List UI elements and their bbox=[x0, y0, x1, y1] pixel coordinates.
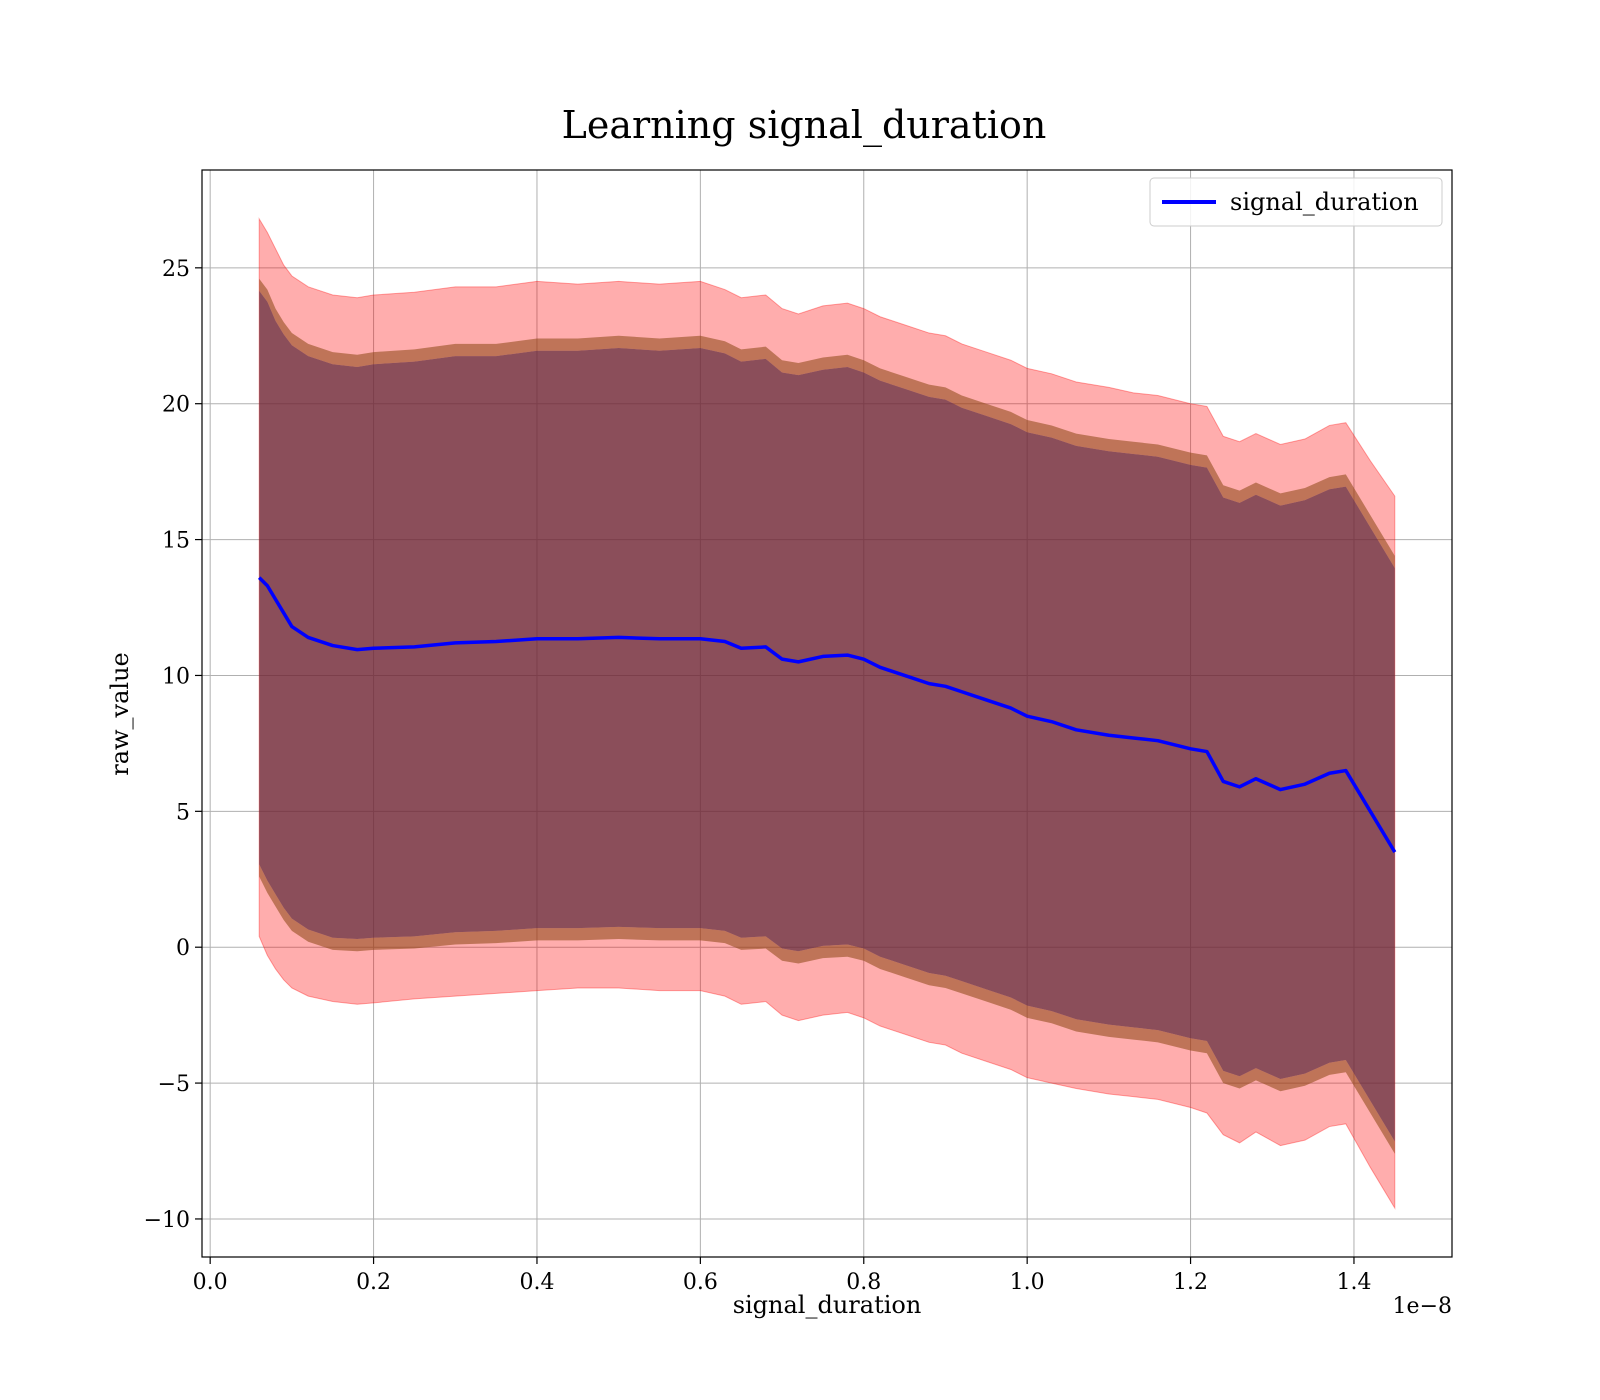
inner-band bbox=[259, 290, 1395, 1142]
y-tick-label: 10 bbox=[162, 664, 190, 689]
chart-title: Learning signal_duration bbox=[562, 103, 1047, 148]
y-axis-ticks: −10 −5 0 5 10 15 20 25 bbox=[144, 257, 202, 1233]
series-line-signal-duration bbox=[257, 576, 1397, 853]
y-tick-label: 5 bbox=[176, 800, 190, 825]
x-tick-label: 0.0 bbox=[193, 1270, 228, 1295]
y-tick-label: 20 bbox=[162, 393, 190, 418]
legend-entry-signal-duration: signal_duration bbox=[1230, 188, 1419, 216]
y-tick-label: 0 bbox=[176, 936, 190, 961]
y-tick-label: 15 bbox=[162, 529, 190, 554]
plot-frame bbox=[201, 169, 1453, 1258]
x-axis-offset-label: 1e−8 bbox=[1393, 1294, 1452, 1319]
x-tick-label: 1.4 bbox=[1336, 1270, 1371, 1295]
y-axis-label: raw_value bbox=[106, 652, 134, 776]
inner-band-lower-edge bbox=[259, 864, 1395, 1154]
legend: signal_duration bbox=[1149, 177, 1443, 227]
y-tick-label: 25 bbox=[162, 257, 190, 282]
x-tick-label: 0.4 bbox=[519, 1270, 554, 1295]
x-tick-label: 1.2 bbox=[1173, 1270, 1208, 1295]
y-tick-label: −5 bbox=[158, 1072, 190, 1097]
x-tick-label: 1.0 bbox=[1010, 1270, 1045, 1295]
confidence-bands bbox=[258, 217, 1396, 1210]
legend-box bbox=[1149, 177, 1443, 227]
x-tick-label: 0.8 bbox=[846, 1270, 881, 1295]
x-axis-ticks: 0.0 0.2 0.4 0.6 0.8 1.0 1.2 1.4 bbox=[193, 1257, 1371, 1295]
x-axis-label: signal_duration bbox=[733, 1291, 922, 1319]
x-tick-label: 0.6 bbox=[683, 1270, 718, 1295]
x-tick-label: 0.2 bbox=[356, 1270, 391, 1295]
y-tick-label: −10 bbox=[144, 1208, 190, 1233]
